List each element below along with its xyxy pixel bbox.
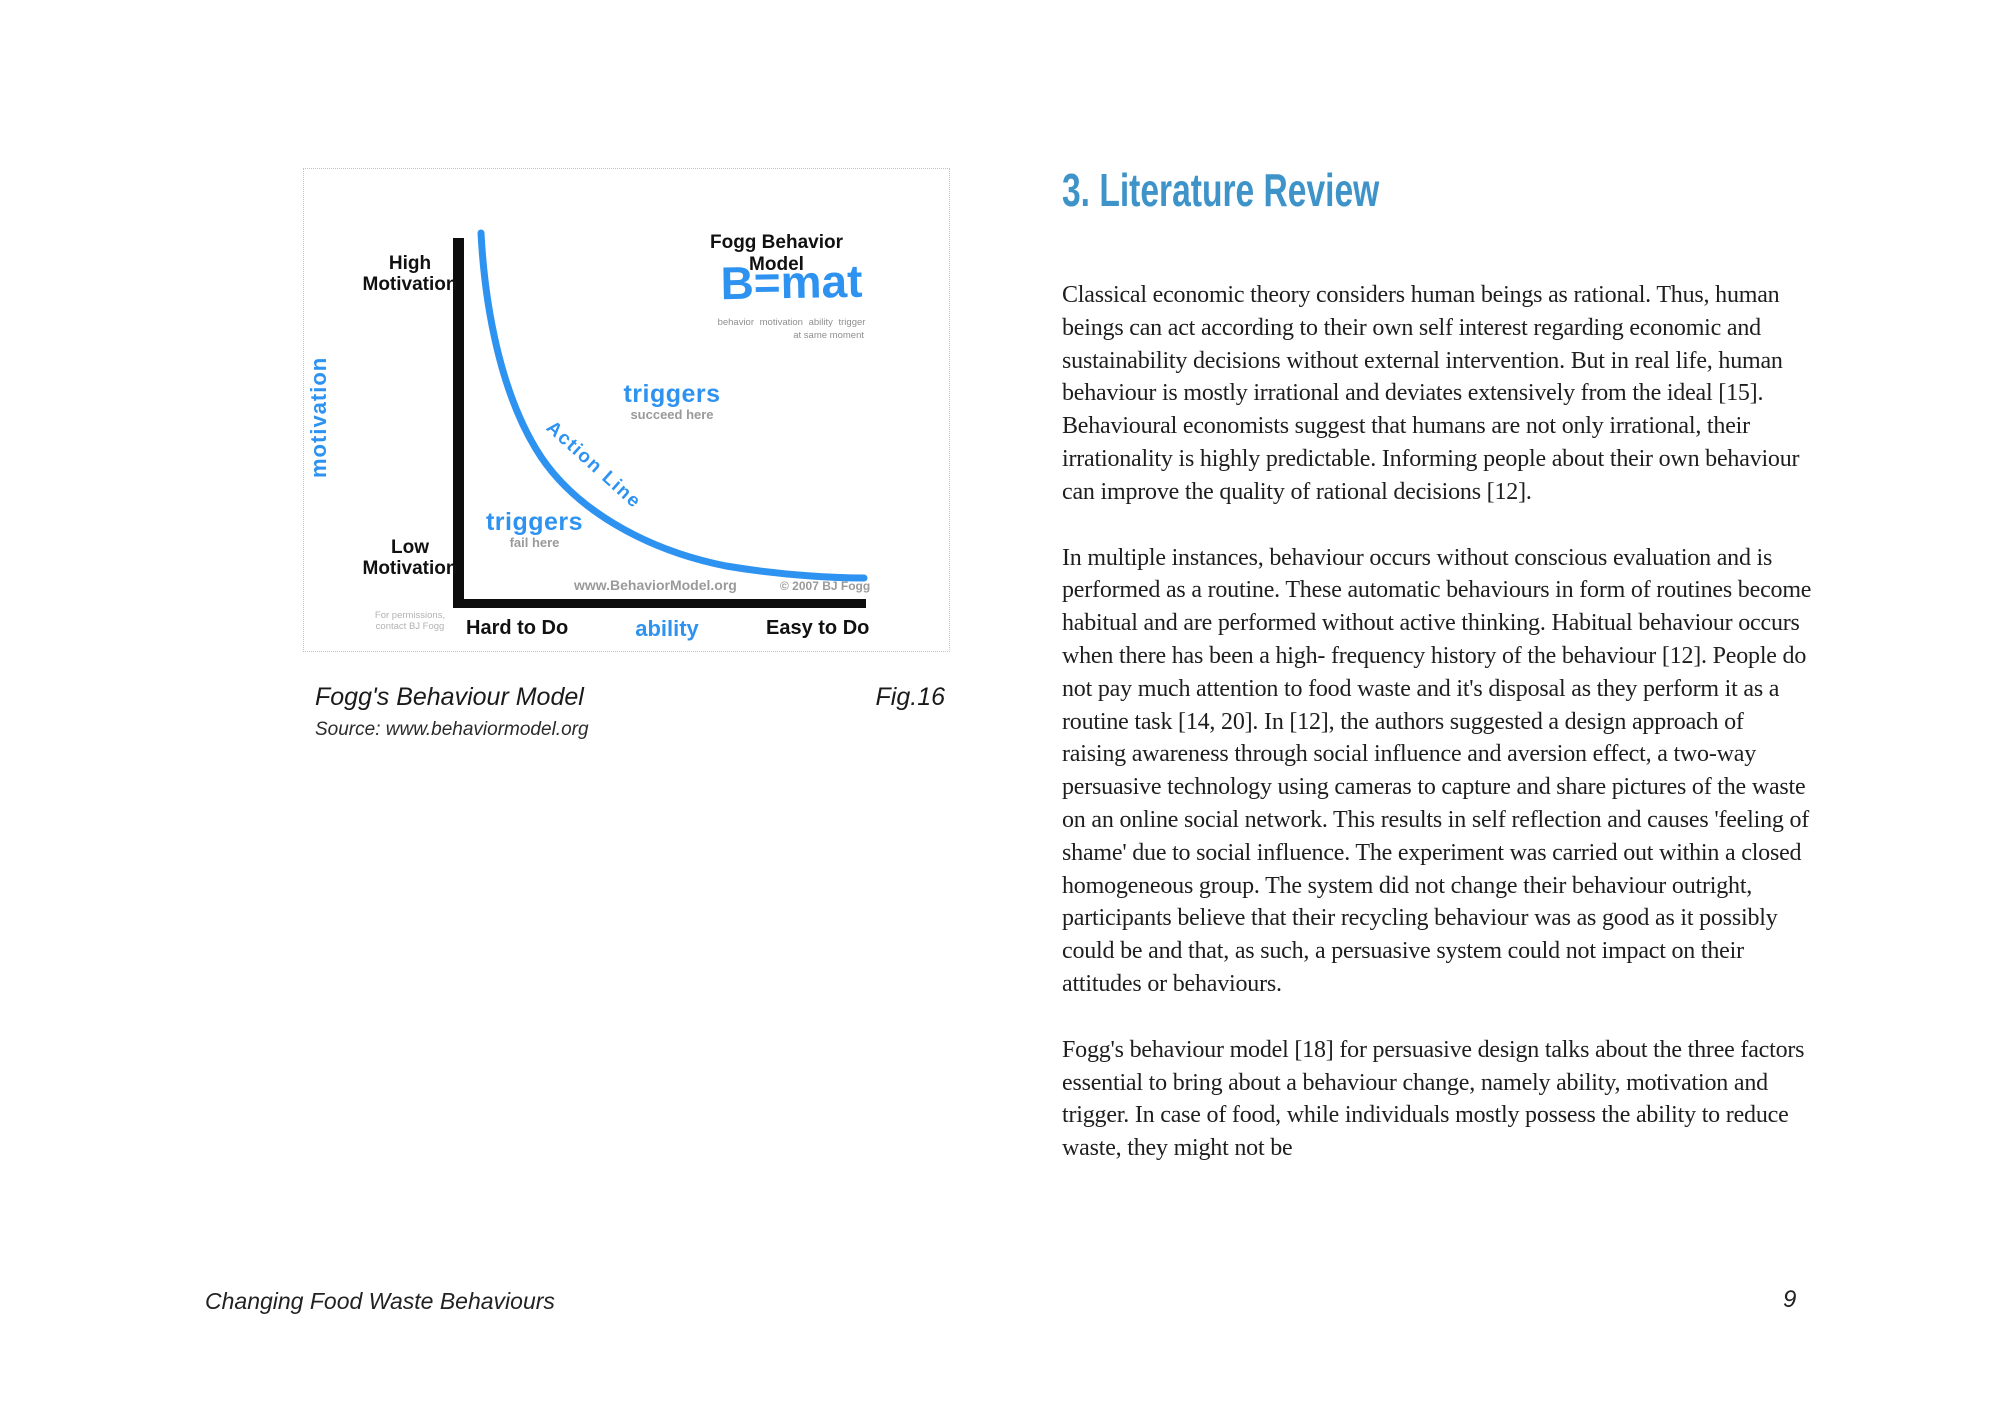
motivation-axis-label: motivation	[306, 356, 331, 478]
easy-to-do-label: Easy to Do	[766, 617, 870, 639]
paragraph-1: Classical economic theory considers huma…	[1062, 282, 1800, 505]
section-heading: 3. Literature Review	[1062, 164, 1380, 216]
running-footer-title: Changing Food Waste Behaviours	[205, 1288, 555, 1314]
triggers-succeed-sub: succeed here	[630, 407, 714, 422]
triggers-fail-annotation: triggers fail here	[462, 509, 607, 550]
paragraph-3: Fogg's behaviour model [18] for persuasi…	[1062, 1036, 1805, 1162]
hard-to-do-label: Hard to Do	[466, 617, 569, 639]
x-axis-line	[453, 599, 866, 608]
triggers-fail-sub: fail here	[509, 535, 560, 550]
action-line-curve	[477, 229, 868, 582]
ability-axis-label: ability	[635, 616, 699, 641]
bmat-formula: B=mat	[720, 254, 863, 310]
literature-review-section: 3. Literature Review Classical economic …	[1062, 163, 1812, 1198]
triggers-fail-word: triggers	[485, 508, 584, 536]
y-axis-line	[453, 238, 464, 608]
triggers-succeed-annotation: triggers succeed here	[604, 381, 740, 422]
triggers-succeed-word: triggers	[623, 380, 721, 408]
figure-caption: Fogg's Behaviour Model	[315, 683, 584, 711]
high-motivation-label: High Motivation	[362, 253, 458, 295]
behaviormodel-watermark: www.BehaviorModel.org	[574, 577, 737, 593]
formula-terms: behavior motivation ability trigger	[717, 317, 866, 328]
figure-title: Fogg Behavior Model	[709, 232, 843, 275]
fogg-behavior-model-figure: High Motivation Low Motivation motivatio…	[303, 168, 950, 652]
copyright-note: © 2007 BJ Fogg	[780, 579, 871, 593]
page-number: 9	[1783, 1286, 1797, 1313]
figure-source: Source: www.behaviormodel.org	[315, 719, 589, 740]
figure-number: Fig.16	[875, 683, 945, 711]
low-motivation-label: Low Motivation	[362, 537, 458, 579]
permissions-note: For permissions, contact BJ Fogg	[374, 610, 446, 632]
paragraph-2: In multiple instances, behaviour occurs …	[1062, 544, 1812, 997]
formula-condition: at same moment	[793, 330, 864, 341]
figure-caption-row: Fogg's Behaviour Model Fig.16	[315, 683, 945, 712]
